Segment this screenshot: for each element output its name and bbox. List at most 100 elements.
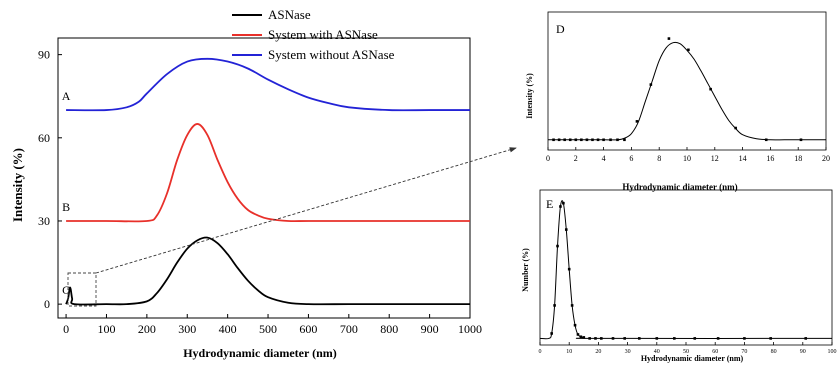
inset-e-x-tick-label: 0 xyxy=(539,349,542,355)
main-y-tick-label: 0 xyxy=(44,297,50,311)
inset-d-y-axis-label: Intensity (%) xyxy=(525,73,534,119)
main-x-tick-label: 400 xyxy=(219,322,237,336)
inset-e-x-tick-label: 100 xyxy=(828,349,837,355)
inset-e-frame xyxy=(539,189,833,346)
inset-d-x-tick-label: 4 xyxy=(602,154,606,163)
inset-e-point xyxy=(693,337,697,340)
inset-d-point xyxy=(635,120,639,123)
inset-d-x-tick-label: 18 xyxy=(794,154,802,163)
inset-e-point xyxy=(582,336,586,339)
inset-d-point xyxy=(568,138,572,142)
curve-label-A: A xyxy=(62,89,71,103)
inset-d-x-tick-label: 12 xyxy=(711,154,719,163)
inset-d-x-axis-label: Hydrodynamic diameter (nm) xyxy=(622,182,737,192)
inset-e-point xyxy=(588,337,591,340)
main-x-tick-label: 600 xyxy=(299,322,317,336)
inset-d-x-tick-label: 8 xyxy=(657,154,661,163)
legend-label: System without ASNase xyxy=(268,47,395,62)
inset-d-point xyxy=(557,138,561,142)
curve-label-B: B xyxy=(62,200,70,214)
inset-e-point xyxy=(556,244,559,248)
inset-e-point xyxy=(594,337,597,340)
inset-e-y-axis-label: Number (%) xyxy=(521,248,530,292)
inset-d-point xyxy=(616,138,619,142)
inset-e-point xyxy=(573,323,577,327)
inset-e-point xyxy=(579,335,583,339)
inset-d-x-tick-label: 20 xyxy=(822,154,830,163)
inset-e-point xyxy=(673,337,676,340)
inset-e-x-tick-label: 20 xyxy=(595,349,601,355)
inset-e-x-tick-label: 80 xyxy=(771,349,777,355)
main-x-tick-label: 100 xyxy=(97,322,115,336)
main-y-tick-label: 30 xyxy=(38,214,50,228)
inset-e-point xyxy=(611,337,615,340)
zoom-box xyxy=(67,272,97,307)
inset-d-x-tick-label: 6 xyxy=(629,154,633,163)
inset-e-point xyxy=(567,267,571,271)
inset-d-point xyxy=(649,83,653,86)
main-x-tick-label: 800 xyxy=(380,322,398,336)
inset-e-point xyxy=(743,337,746,340)
main-y-tick-label: 60 xyxy=(38,131,50,145)
series-line-C xyxy=(65,236,470,306)
inset-e-x-tick-label: 90 xyxy=(800,349,806,355)
inset-d-point xyxy=(591,138,594,142)
inset-d-x-tick-label: 14 xyxy=(739,154,747,163)
inset-e-x-axis-label: Hydrodynamic diameter (nm) xyxy=(641,354,744,363)
main-y-axis-label: Intensity (%) xyxy=(10,148,25,222)
curve-label-C: C xyxy=(62,283,70,297)
inset-d-point xyxy=(596,138,600,142)
inset-e-point xyxy=(562,201,565,205)
main-plot-frame xyxy=(57,37,471,319)
legend-label: ASNase xyxy=(268,7,311,22)
inset-e-x-tick-label: 50 xyxy=(683,349,689,355)
inset-d-point xyxy=(667,37,671,40)
inset-e-x-tick-label: 60 xyxy=(712,349,718,355)
legend: ASNase System with ASNase System without A… xyxy=(232,7,395,62)
inset-d-point xyxy=(574,138,578,142)
inset-e-point xyxy=(559,205,562,208)
panel-letter-d: D xyxy=(556,22,565,36)
legend-label: System with ASNase xyxy=(268,27,378,42)
main-x-tick-label: 700 xyxy=(340,322,358,336)
inset-d-point xyxy=(580,138,583,142)
inset-d-fit-line xyxy=(548,41,826,141)
main-y-tick-label: 90 xyxy=(38,48,50,62)
inset-chart-e: E 0 10 20 30 40 50 60 70 80 90 100 Hydrodynamic di… xyxy=(521,189,837,363)
inset-d-point xyxy=(585,138,589,142)
main-x-axis-label: Hydrodynamic diameter (nm) xyxy=(183,346,337,360)
inset-e-x-tick-label: 70 xyxy=(741,349,747,355)
main-x-tick-label: 0 xyxy=(63,322,69,336)
inset-e-point xyxy=(655,337,659,340)
series-line-B xyxy=(66,123,470,223)
inset-d-x-tick-label: 10 xyxy=(683,154,691,163)
panel-letter-e: E xyxy=(546,197,553,211)
inset-e-x-tick-label: 30 xyxy=(625,349,631,355)
inset-d-point xyxy=(764,138,768,142)
inset-d-point xyxy=(609,138,612,142)
inset-d-point xyxy=(602,138,605,142)
inset-d-point xyxy=(709,87,712,91)
inset-d-frame xyxy=(547,11,827,151)
series-line-A xyxy=(66,57,470,112)
inset-d-point xyxy=(799,138,803,142)
inset-d-point xyxy=(563,138,566,142)
main-x-tick-label: 300 xyxy=(178,322,196,336)
zoom-arrow xyxy=(95,147,517,274)
inset-e-x-tick-label: 40 xyxy=(654,349,660,355)
main-x-tick-label: 500 xyxy=(259,322,277,336)
inset-d-x-tick-label: 16 xyxy=(766,154,774,163)
inset-e-point xyxy=(576,333,580,336)
inset-e-point xyxy=(804,337,808,340)
inset-e-point xyxy=(769,337,772,340)
main-x-tick-label: 1000 xyxy=(458,322,482,336)
inset-d-x-tick-label: 2 xyxy=(574,154,578,163)
inset-d-x-tick-label: 0 xyxy=(546,154,550,163)
inset-d-point xyxy=(623,138,626,142)
inset-e-point xyxy=(570,304,574,307)
inset-e-point xyxy=(553,304,556,307)
main-x-tick-label: 900 xyxy=(421,322,439,336)
inset-e-point xyxy=(600,337,603,340)
main-x-tick-label: 200 xyxy=(138,322,156,336)
